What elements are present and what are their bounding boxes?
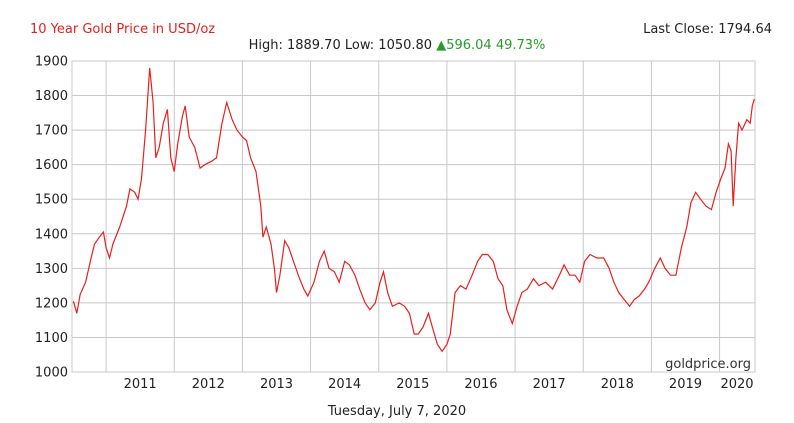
change-value: 596.04 bbox=[446, 38, 492, 53]
low-label: Low: bbox=[344, 38, 375, 53]
x-tick-label: 2011 bbox=[124, 377, 157, 392]
change-up-icon: ▲ bbox=[436, 38, 447, 53]
y-axis-ticks: 1000 1100 1200 1300 1400 1500 1600 1700 1800 1900 bbox=[35, 55, 68, 381]
last-close-label: Last Close: bbox=[643, 22, 715, 37]
high-label: High: bbox=[248, 38, 283, 53]
y-tick-label: 1100 bbox=[35, 331, 68, 346]
watermark: goldprice.org bbox=[665, 357, 751, 372]
x-tick-label: 2016 bbox=[464, 377, 497, 392]
x-tick-label: 2020 bbox=[720, 377, 753, 392]
x-tick-label: 2013 bbox=[260, 377, 293, 392]
x-tick-label: 2012 bbox=[192, 377, 225, 392]
x-tick-label: 2017 bbox=[533, 377, 566, 392]
series-line bbox=[72, 67, 755, 353]
chart-grid bbox=[71, 60, 756, 373]
low-value: 1050.80 bbox=[378, 38, 433, 53]
x-tick-label: 2015 bbox=[396, 377, 429, 392]
y-tick-label: 1900 bbox=[35, 55, 68, 70]
x-tick-label: 2014 bbox=[328, 377, 361, 392]
y-tick-label: 1000 bbox=[35, 366, 68, 381]
x-tick-label: 2019 bbox=[669, 377, 702, 392]
x-tick-label: 2018 bbox=[601, 377, 634, 392]
price-stats: High: 1889.70 Low: 1050.80 ▲596.04 49.73… bbox=[0, 38, 794, 53]
y-tick-label: 1700 bbox=[35, 124, 68, 139]
y-tick-label: 1400 bbox=[35, 227, 68, 242]
y-tick-label: 1800 bbox=[35, 89, 68, 104]
last-close-value: 1794.64 bbox=[718, 22, 772, 37]
x-axis-ticks: 2011 2012 2013 2014 2015 2016 2017 2018 2019 2020 bbox=[124, 377, 754, 392]
y-tick-label: 1200 bbox=[35, 296, 68, 311]
chart-title: 10 Year Gold Price in USD/oz bbox=[30, 22, 216, 37]
chart-date: Tuesday, July 7, 2020 bbox=[327, 404, 467, 419]
y-tick-label: 1300 bbox=[35, 262, 68, 277]
y-tick-label: 1500 bbox=[35, 193, 68, 208]
change-percent: 49.73% bbox=[495, 38, 546, 53]
high-value: 1889.70 bbox=[286, 38, 341, 53]
y-tick-label: 1600 bbox=[35, 158, 68, 173]
last-close: Last Close: 1794.64 bbox=[643, 22, 772, 37]
